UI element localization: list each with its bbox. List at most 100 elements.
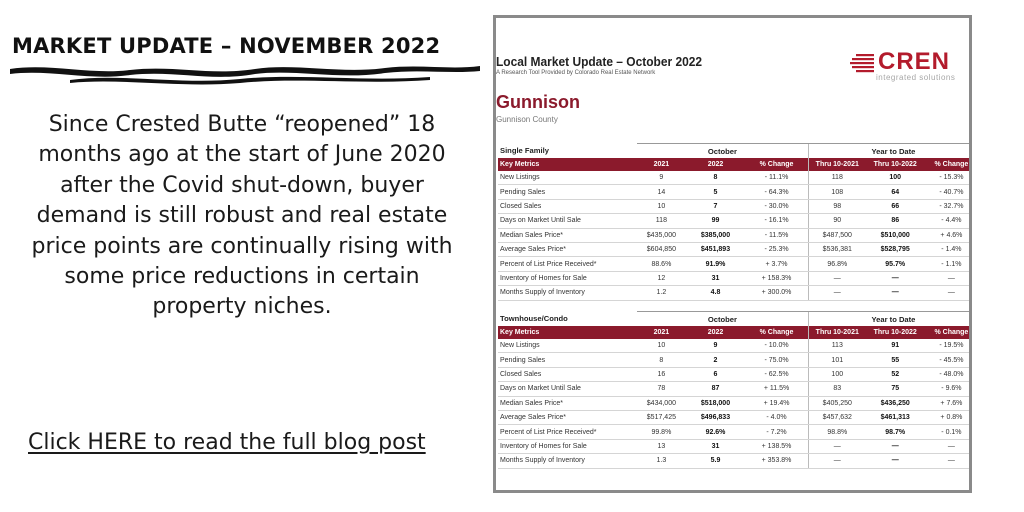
- metric-value: 118: [636, 213, 686, 229]
- metric-value: + 4.6%: [924, 228, 969, 243]
- read-blog-link[interactable]: Click HERE to read the full blog post: [28, 430, 426, 455]
- report-city: Gunnison: [496, 92, 580, 112]
- column-header: 2022: [685, 158, 746, 171]
- metric-value: - 0.1%: [924, 424, 969, 440]
- metric-value: + 353.8%: [745, 453, 809, 469]
- metric-value: - 7.2%: [745, 424, 809, 440]
- promo-panel: MARKET UPDATE – NOVEMBER 2022 Since Cres…: [0, 0, 485, 512]
- metric-value: + 138.5%: [745, 439, 809, 455]
- metric-value: $436,250: [865, 396, 925, 411]
- table-row: Pending Sales 8 2- 75.0% 101 55- 45.5%: [498, 352, 969, 368]
- table-category: Townhouse/Condo: [500, 314, 568, 324]
- metric-value: 91: [865, 339, 925, 354]
- metric-value: $457,632: [807, 410, 866, 426]
- metric-label: Median Sales Price*: [498, 228, 637, 243]
- metric-value: $434,000: [636, 396, 686, 411]
- metric-label: Average Sales Price*: [498, 242, 637, 258]
- metric-value: 75: [865, 381, 925, 397]
- metric-value: 99.8%: [636, 424, 686, 440]
- metric-label: Closed Sales: [498, 199, 637, 215]
- metric-value: —: [924, 285, 969, 301]
- metric-value: + 11.5%: [745, 381, 809, 397]
- metric-value: 95.7%: [865, 256, 925, 272]
- metric-value: 4.8: [685, 285, 746, 301]
- metric-label: Pending Sales: [498, 352, 637, 368]
- table-row: Months Supply of Inventory 1.3 5.9 + 353.8%…: [498, 453, 969, 469]
- table-row: Days on Market Until Sale 118 99- 16.1% 90 8…: [498, 213, 969, 229]
- metric-value: $385,000: [685, 228, 746, 243]
- metric-value: 78: [636, 381, 686, 397]
- logo-tagline: integrated solutions: [876, 73, 956, 82]
- table-category: Single Family: [500, 146, 549, 156]
- metric-value: 108: [807, 184, 866, 200]
- metric-value: - 64.3%: [745, 184, 809, 200]
- townhouse-condo-table: Townhouse/Condo October Year to Date Key Me…: [498, 311, 969, 469]
- metric-value: —: [865, 285, 925, 301]
- column-header: 2022: [685, 326, 746, 339]
- metric-value: 1.3: [636, 453, 686, 469]
- metric-value: 31: [685, 439, 746, 455]
- group-ytd-header: Year to Date: [807, 143, 969, 158]
- table-row: New Listings 10 9- 10.0% 113 91- 19.5%: [498, 339, 969, 354]
- metric-value: —: [807, 271, 866, 287]
- metric-value: - 1.4%: [924, 242, 969, 258]
- metric-value: $510,000: [865, 228, 925, 243]
- metric-value: 10: [636, 339, 686, 354]
- metric-value: - 75.0%: [745, 352, 809, 368]
- metric-value: —: [924, 271, 969, 287]
- column-header: Key Metrics: [498, 326, 637, 339]
- metric-value: 5: [685, 184, 746, 200]
- metric-value: 113: [807, 339, 866, 354]
- metric-value: $461,313: [865, 410, 925, 426]
- table-row: Median Sales Price* $435,000 $385,000- 11.…: [498, 228, 969, 243]
- column-header: 2021: [636, 326, 686, 339]
- report-county: Gunnison County: [496, 115, 558, 124]
- metric-value: 118: [807, 171, 866, 186]
- metric-label: Inventory of Homes for Sale: [498, 271, 637, 287]
- metric-value: 52: [865, 367, 925, 383]
- metric-value: 90: [807, 213, 866, 229]
- metric-value: —: [865, 271, 925, 287]
- metric-label: Pending Sales: [498, 184, 637, 200]
- table-row: Pending Sales 14 5- 64.3% 108 64- 40.7%: [498, 184, 969, 200]
- metric-value: 9: [636, 171, 686, 186]
- column-header: Key Metrics: [498, 158, 637, 171]
- metric-value: $518,000: [685, 396, 746, 411]
- metric-value: - 48.0%: [924, 367, 969, 383]
- metric-value: 55: [865, 352, 925, 368]
- cren-logo-icon: [850, 54, 874, 73]
- metric-value: - 19.5%: [924, 339, 969, 354]
- group-month-header: October: [636, 311, 809, 326]
- metric-label: Months Supply of Inventory: [498, 453, 637, 469]
- table-row: Closed Sales 10 7- 30.0% 98 66- 32.7%: [498, 199, 969, 215]
- column-header: Thru 10-2022: [865, 158, 925, 171]
- metric-value: - 4.0%: [745, 410, 809, 426]
- metric-value: 10: [636, 199, 686, 215]
- metric-value: - 11.1%: [745, 171, 809, 186]
- metric-value: 92.6%: [685, 424, 746, 440]
- table-row: Average Sales Price* $604,850 $451,893- 25…: [498, 242, 969, 258]
- table-row: Percent of List Price Received* 88.6% 91.9…: [498, 256, 969, 272]
- metric-value: 14: [636, 184, 686, 200]
- metric-value: 98.8%: [807, 424, 866, 440]
- wavy-divider: [10, 66, 480, 85]
- report-subtitle: A Research Tool Provided by Colorado Rea…: [496, 70, 656, 76]
- metric-label: Days on Market Until Sale: [498, 213, 637, 229]
- metric-label: New Listings: [498, 171, 637, 186]
- metric-value: 8: [685, 171, 746, 186]
- market-report-image: Local Market Update – October 2022 A Res…: [493, 15, 972, 493]
- metric-label: Percent of List Price Received*: [498, 424, 637, 440]
- metric-value: —: [807, 453, 866, 469]
- metric-value: $487,500: [807, 228, 866, 243]
- metric-value: 12: [636, 271, 686, 287]
- metric-value: + 3.7%: [745, 256, 809, 272]
- metric-value: - 30.0%: [745, 199, 809, 215]
- group-month-header: October: [636, 143, 809, 158]
- column-header: Thru 10-2022: [865, 326, 925, 339]
- logo-word: CREN: [878, 48, 951, 75]
- metric-value: 9: [685, 339, 746, 354]
- cren-logo: CREN integrated solutions: [848, 48, 969, 92]
- metric-value: —: [924, 439, 969, 455]
- metric-value: 100: [807, 367, 866, 383]
- metric-value: 6: [685, 367, 746, 383]
